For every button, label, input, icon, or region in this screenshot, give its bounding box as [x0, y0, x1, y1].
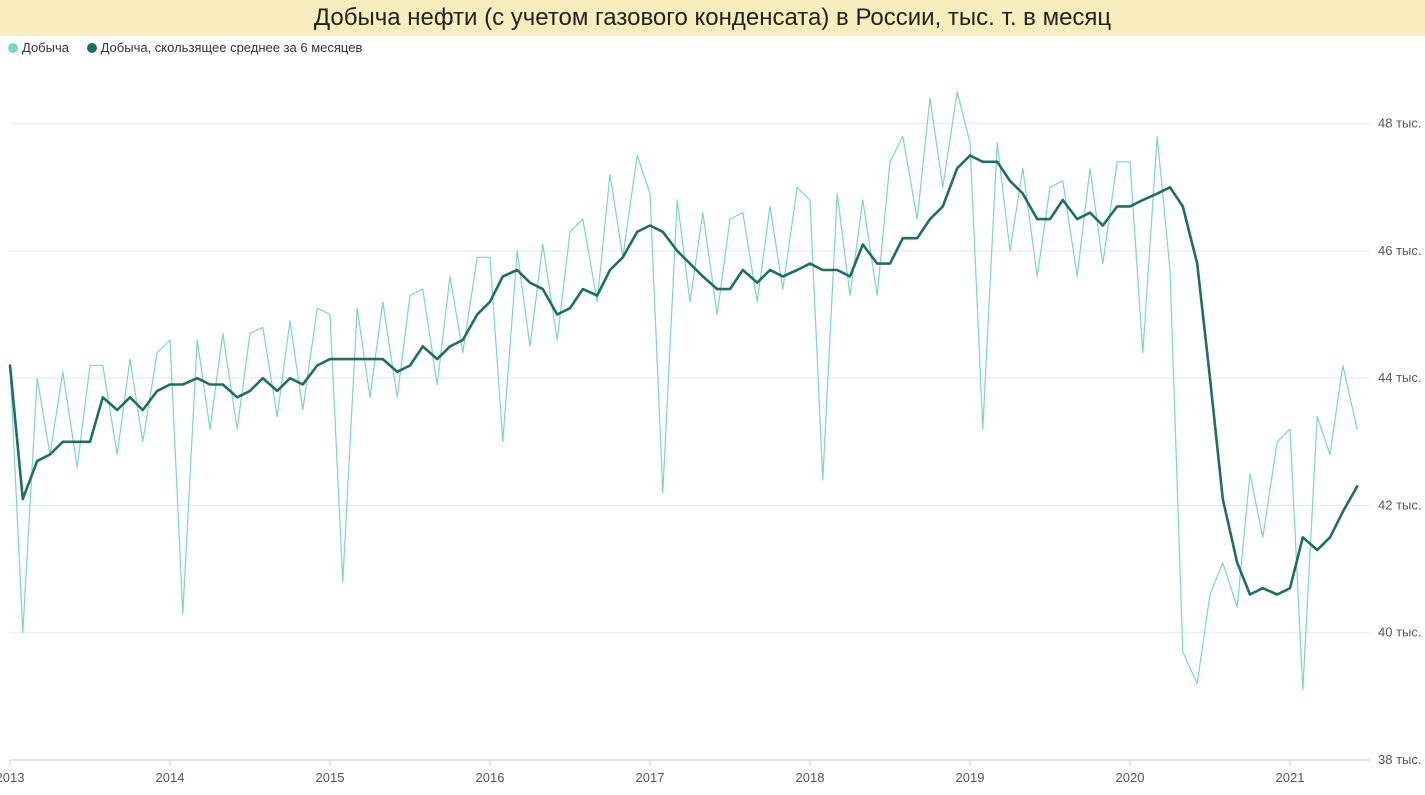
- svg-text:2013: 2013: [0, 770, 24, 785]
- legend-swatch-ma6: [87, 43, 97, 53]
- svg-text:2021: 2021: [1276, 770, 1305, 785]
- legend-swatch-raw: [8, 43, 18, 53]
- svg-text:2020: 2020: [1116, 770, 1145, 785]
- svg-text:44 тыс.: 44 тыс.: [1378, 370, 1421, 385]
- svg-text:48 тыс.: 48 тыс.: [1378, 115, 1421, 130]
- chart-title-bar: Добыча нефти (с учетом газового конденса…: [0, 0, 1425, 36]
- svg-text:40 тыс.: 40 тыс.: [1378, 624, 1421, 639]
- svg-text:2016: 2016: [476, 770, 505, 785]
- svg-text:2019: 2019: [956, 770, 985, 785]
- legend-item-raw: Добыча: [8, 40, 69, 55]
- legend: Добыча Добыча, скользящее среднее за 6 м…: [0, 36, 1425, 60]
- svg-text:38 тыс.: 38 тыс.: [1378, 752, 1421, 767]
- svg-text:2015: 2015: [316, 770, 345, 785]
- chart-area: 38 тыс. 40 тыс. 42 тыс. 44 тыс. 46 тыс. 48 ты…: [0, 60, 1425, 790]
- line-chart-svg: 38 тыс. 40 тыс. 42 тыс. 44 тыс. 46 тыс. 48 ты…: [0, 60, 1425, 790]
- svg-text:2018: 2018: [796, 770, 825, 785]
- chart-title: Добыча нефти (с учетом газового конденса…: [0, 4, 1425, 32]
- svg-text:42 тыс.: 42 тыс.: [1378, 497, 1421, 512]
- svg-text:2014: 2014: [156, 770, 185, 785]
- legend-label-raw: Добыча: [22, 40, 69, 55]
- legend-item-ma6: Добыча, скользящее среднее за 6 месяцев: [87, 40, 363, 55]
- legend-label-ma6: Добыча, скользящее среднее за 6 месяцев: [101, 40, 363, 55]
- svg-text:46 тыс.: 46 тыс.: [1378, 242, 1421, 257]
- svg-text:2017: 2017: [636, 770, 665, 785]
